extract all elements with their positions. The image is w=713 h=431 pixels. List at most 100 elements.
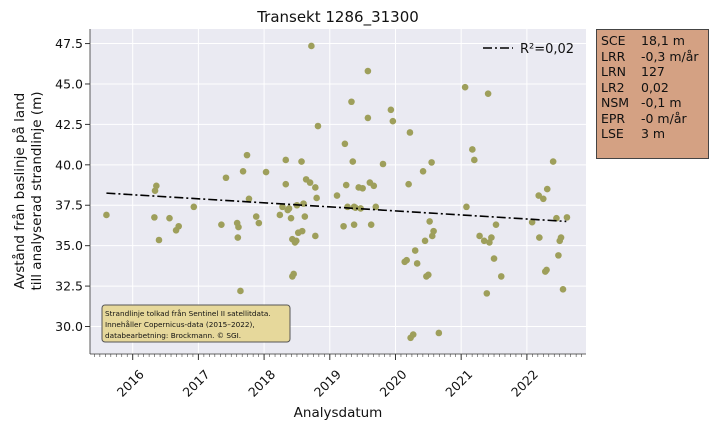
data-point — [403, 256, 410, 264]
data-point — [155, 236, 163, 244]
y-axis-label-line2: till analyserad strandlinje (m) — [29, 91, 45, 290]
data-point — [235, 223, 242, 231]
data-point — [379, 160, 387, 168]
data-point — [435, 329, 443, 337]
data-point — [461, 83, 469, 91]
stat-value: 127 — [641, 64, 665, 79]
stat-row-nsm: NSM -0,1 m — [601, 95, 708, 111]
data-point — [419, 167, 427, 175]
data-point — [166, 214, 173, 222]
data-point — [279, 203, 286, 211]
stat-value: -0 m/år — [641, 110, 687, 126]
data-point — [333, 192, 341, 199]
data-point — [543, 266, 550, 274]
y-tick-label: 42.5 — [55, 117, 83, 132]
data-point — [471, 156, 478, 164]
data-point — [528, 218, 536, 226]
data-point — [190, 203, 198, 211]
x-axis-label: Analysdatum — [294, 405, 383, 421]
data-point — [411, 247, 419, 254]
stat-key: LRN — [601, 64, 626, 79]
data-point — [389, 117, 397, 125]
stat-key: NSM — [601, 95, 630, 110]
data-point — [151, 214, 158, 221]
data-point — [536, 234, 543, 241]
data-point — [469, 146, 476, 153]
data-point — [308, 42, 315, 50]
annotation-line-3: databearbetning: Brockmann. © SGI. — [105, 331, 241, 340]
data-point — [290, 270, 297, 278]
data-point — [430, 227, 437, 235]
data-point — [387, 106, 395, 114]
stat-value: -0,3 m/år — [641, 48, 699, 64]
stat-row-sce: SCE 18,1 m — [601, 33, 708, 49]
data-point — [488, 234, 495, 241]
x-tick-label: 2019 — [311, 367, 344, 400]
data-point — [535, 192, 542, 199]
trend-line — [106, 192, 567, 223]
data-point — [306, 179, 314, 186]
data-point — [245, 195, 253, 203]
data-point — [357, 205, 364, 212]
data-point — [539, 195, 547, 203]
data-point — [549, 158, 557, 165]
stat-row-lr2: LR2 0,02 — [601, 80, 708, 96]
annotation-box — [101, 304, 291, 343]
data-point — [285, 205, 293, 212]
data-point — [350, 221, 358, 228]
data-point — [282, 180, 290, 188]
y-tick-label: 45.0 — [55, 76, 83, 91]
source-annotation: Strandlinje tolkad från Sentinel II sate… — [101, 304, 291, 343]
data-point — [341, 140, 349, 148]
x-tick-label: 2017 — [179, 367, 212, 400]
data-point — [426, 218, 433, 225]
data-point — [252, 213, 260, 220]
data-point — [218, 221, 225, 228]
data-point — [276, 211, 284, 219]
y-tick-label: 37.5 — [55, 198, 83, 213]
data-point — [282, 156, 290, 164]
data-point — [298, 158, 305, 165]
stat-row-lrn: LRN 127 — [601, 64, 708, 80]
stat-row-lrr: LRR -0,3 m/år — [601, 49, 708, 65]
data-point — [428, 159, 435, 166]
data-point — [175, 222, 182, 230]
data-point — [490, 255, 498, 262]
data-point — [406, 129, 414, 136]
data-point — [255, 219, 263, 227]
stat-key: LRR — [601, 48, 626, 64]
data-point — [543, 185, 551, 193]
x-tick-label: 2022 — [508, 367, 541, 400]
y-axis-label-line1: Avstånd från baslinje på land — [11, 93, 28, 289]
data-point — [370, 182, 378, 190]
data-point — [287, 214, 295, 222]
data-point — [364, 67, 372, 75]
data-point — [342, 181, 350, 189]
data-point — [497, 273, 505, 280]
data-point — [292, 237, 300, 245]
data-point — [557, 234, 565, 241]
data-point — [313, 194, 320, 202]
y-tick-label: 35.0 — [55, 238, 83, 253]
y-tick-label: 47.5 — [55, 36, 83, 51]
data-point — [234, 234, 242, 241]
data-point — [484, 90, 492, 97]
data-point — [555, 252, 562, 259]
stat-key: LR2 — [601, 79, 625, 95]
data-point — [237, 287, 244, 295]
data-point — [262, 168, 270, 176]
stat-value: 0,02 — [641, 79, 669, 95]
data-point — [364, 114, 372, 122]
data-point — [239, 167, 247, 175]
stat-value: -0,1 m — [641, 95, 682, 110]
data-point — [344, 203, 351, 211]
x-tick-label: 2020 — [377, 367, 410, 400]
x-tick-label: 2021 — [442, 367, 475, 400]
legend-label: R²=0,02 — [520, 42, 574, 57]
data-point — [563, 214, 571, 221]
data-point — [103, 211, 110, 219]
data-point — [222, 174, 230, 182]
stats-box: SCE 18,1 m LRR -0,3 m/år LRN 127 LR2 0,02 NS… — [596, 29, 709, 159]
data-point — [312, 184, 319, 191]
